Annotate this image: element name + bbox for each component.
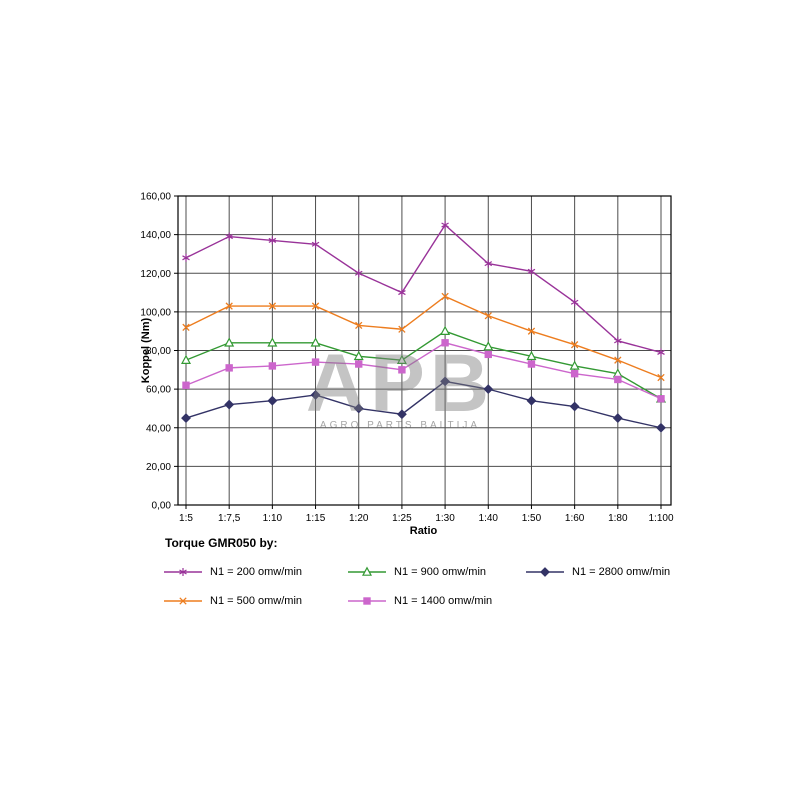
x-tick-label: 1:15 [306,513,326,524]
series-asterisk [182,220,665,357]
y-tick-labels: 0,00 20,00 40,00 60,00 80,00 100,00 120,00 140,… [140,192,171,512]
legend-item: N1 = 500 omw/min [163,590,347,612]
series-square [182,339,665,403]
legend-label: N1 = 200 omw/min [210,566,303,578]
legend-label: N1 = 2800 omw/min [572,566,671,578]
x-tick-labels: 1:5 1:7,5 1:10 1:15 1:20 1:25 1:30 1:40 1:50 1:60… [179,513,674,524]
chart-legend: N1 = 200 omw/min N1 = 500 omw/min N1 = 900… [163,561,670,612]
y-tick-label: 40,00 [146,423,171,434]
legend-item: N1 = 2800 omw/min [525,561,670,583]
legend-label: N1 = 500 omw/min [210,595,303,607]
gridlines [178,196,671,505]
series-diamond [181,376,666,433]
x-tick-label: 1:20 [349,513,369,524]
legend-marker-x [164,597,202,605]
x-axis-title: Ratio [410,525,438,537]
y-tick-label: 20,00 [146,462,171,473]
x-tick-label: 1:30 [435,513,455,524]
legend-item: N1 = 200 omw/min [163,561,347,583]
x-tick-label: 1:5 [179,513,193,524]
y-tick-label: 100,00 [140,307,171,318]
series-x [182,292,665,382]
y-tick-label: 0,00 [152,501,172,512]
y-tick-label: 160,00 [140,192,171,203]
legend-marker-square [348,597,386,605]
y-tick-label: 60,00 [146,385,171,396]
chart-title: Torque GMR050 by: [165,536,278,550]
x-tick-label: 1:25 [392,513,412,524]
legend-marker-asterisk [164,568,202,576]
x-tick-label: 1:7,5 [218,513,241,524]
series-triangle-open [180,325,667,403]
x-tick-label: 1:50 [522,513,542,524]
legend-label: N1 = 1400 omw/min [394,595,493,607]
legend-item: N1 = 1400 omw/min [347,590,525,612]
x-tick-label: 1:10 [263,513,283,524]
x-tick-label: 1:60 [565,513,585,524]
axis-ticks [174,195,662,509]
x-tick-label: 1:80 [608,513,628,524]
x-tick-label: 1:40 [479,513,499,524]
y-axis-title: Koppel (Nm) [140,317,152,383]
x-tick-label: 1:100 [648,513,673,524]
y-tick-label: 140,00 [140,230,171,241]
legend-marker-diamond [526,567,564,577]
legend-marker-triangle-open [348,566,386,576]
y-tick-label: 80,00 [146,346,171,357]
legend-item: N1 = 900 omw/min [347,561,525,583]
y-tick-label: 120,00 [140,269,171,280]
legend-label: N1 = 900 omw/min [394,566,487,578]
